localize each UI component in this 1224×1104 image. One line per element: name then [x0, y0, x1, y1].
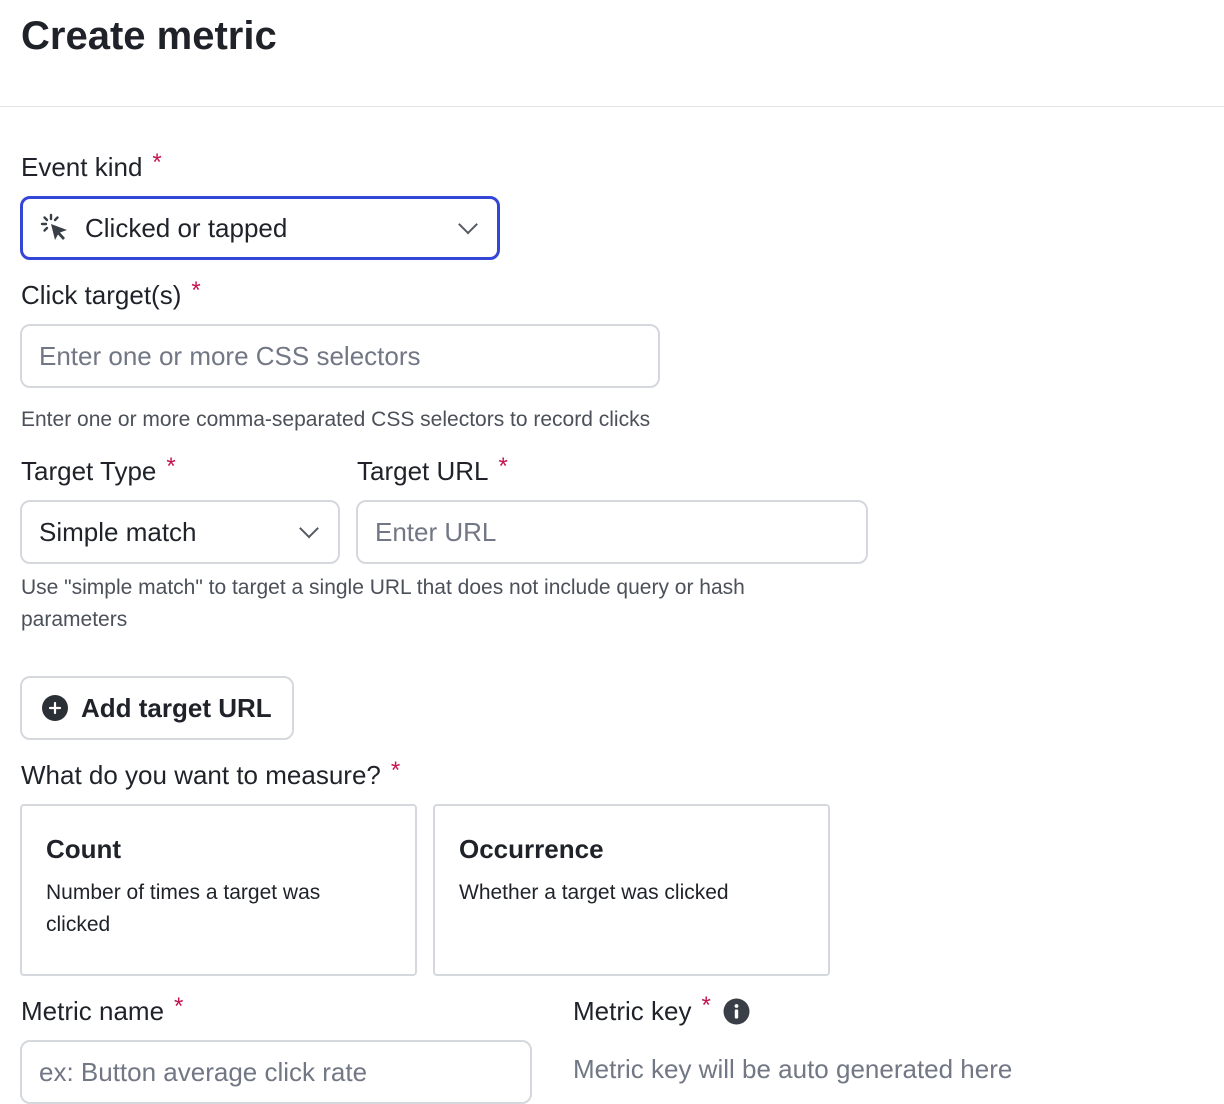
label-text: Metric name — [21, 996, 165, 1026]
target-type-select[interactable]: Simple match — [20, 500, 340, 564]
event-kind-value: Clicked or tapped — [85, 212, 288, 243]
button-label: Add target URL — [81, 692, 272, 723]
label-text: Metric key — [573, 996, 692, 1026]
chevron-down-icon — [458, 214, 478, 235]
measure-label: What do you want to measure? * — [21, 757, 401, 791]
placeholder: Enter URL — [375, 516, 497, 547]
option-description: Number of times a target was clicked — [46, 881, 321, 936]
target-type-label: Target Type * — [21, 453, 176, 487]
label-text: Event kind — [21, 152, 143, 182]
chevron-down-icon — [299, 518, 319, 539]
metric-name-label: Metric name * — [21, 993, 184, 1027]
placeholder: ex: Button average click rate — [39, 1056, 368, 1087]
divider — [0, 106, 1224, 107]
required-marker: * — [390, 757, 401, 784]
required-marker: * — [701, 991, 711, 1019]
option-description: Whether a target was clicked — [459, 881, 729, 904]
click-targets-input[interactable]: Enter one or more CSS selectors — [20, 324, 660, 388]
required-marker: * — [174, 993, 184, 1020]
click-targets-label: Click target(s) * — [21, 277, 201, 311]
measure-option-occurrence[interactable]: Occurrence Whether a target was clicked — [433, 804, 830, 976]
target-url-help: Use "simple match" to target a single UR… — [21, 576, 745, 631]
placeholder: Enter one or more CSS selectors — [39, 340, 421, 371]
metric-name-input[interactable]: ex: Button average click rate — [20, 1040, 532, 1104]
required-marker: * — [191, 277, 201, 304]
target-url-label: Target URL * — [357, 453, 508, 487]
metric-key-label: Metric key * — [573, 992, 750, 1027]
add-target-url-button[interactable]: Add target URL — [20, 676, 294, 740]
target-url-input[interactable]: Enter URL — [356, 500, 868, 564]
required-marker: * — [166, 453, 176, 480]
event-kind-label: Event kind * — [21, 149, 162, 183]
label-text: Target URL — [357, 456, 489, 486]
label-text: What do you want to measure? — [21, 760, 381, 790]
cursor-click-icon — [40, 213, 67, 240]
option-title: Count — [46, 834, 122, 864]
label-text: Target Type — [21, 456, 157, 486]
page-title: Create metric — [21, 14, 277, 58]
label-text: Click target(s) — [21, 280, 182, 310]
click-targets-help: Enter one or more comma-separated CSS se… — [21, 408, 651, 431]
metric-key-placeholder: Metric key will be auto generated here — [573, 1054, 1013, 1084]
event-kind-select[interactable]: Clicked or tapped — [20, 196, 500, 260]
option-title: Occurrence — [459, 834, 604, 864]
target-type-value: Simple match — [39, 516, 197, 547]
required-marker: * — [152, 149, 162, 176]
measure-option-count[interactable]: Count Number of times a target was click… — [20, 804, 417, 976]
required-marker: * — [498, 453, 508, 480]
plus-circle-icon — [42, 695, 68, 721]
info-icon[interactable] — [723, 998, 750, 1025]
